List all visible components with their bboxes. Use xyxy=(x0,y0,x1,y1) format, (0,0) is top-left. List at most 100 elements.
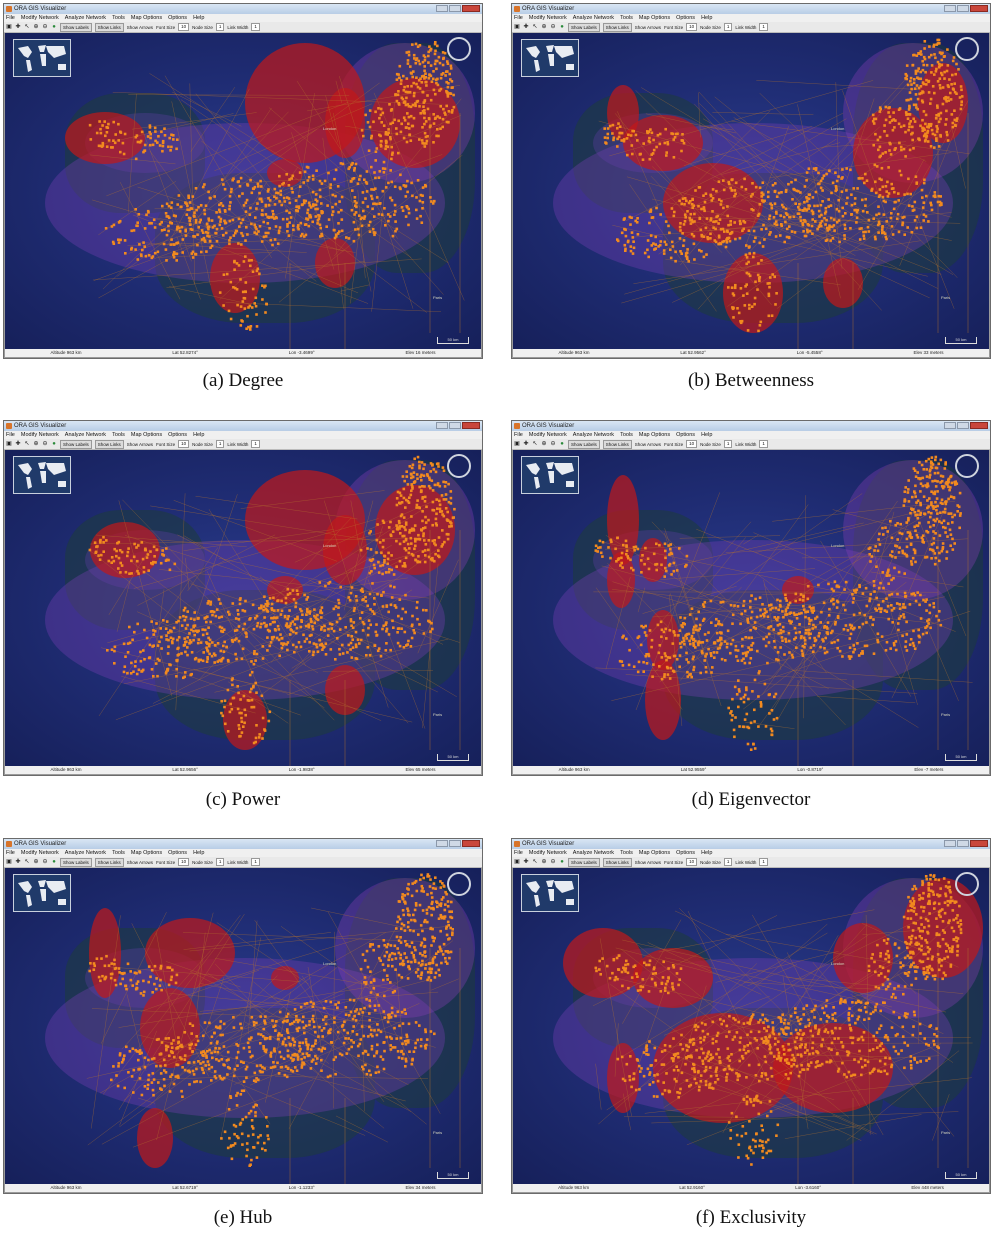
link-width-stepper[interactable]: 1 xyxy=(251,858,260,866)
menu-item[interactable]: Help xyxy=(193,432,205,438)
compass-icon[interactable] xyxy=(955,37,979,61)
menu-item[interactable]: Map Options xyxy=(130,15,163,21)
world-minimap[interactable] xyxy=(521,874,579,912)
node-size-stepper[interactable]: 1 xyxy=(723,440,733,448)
pan-icon[interactable]: ✚ xyxy=(523,859,529,865)
menu-item[interactable]: Tools xyxy=(620,850,633,856)
menu-item[interactable]: File xyxy=(514,15,523,21)
menu-item[interactable]: Tools xyxy=(620,432,633,438)
map-view[interactable]: London Paris 50 km xyxy=(5,33,481,350)
minimize-button[interactable] xyxy=(944,422,956,429)
menu-item[interactable]: Analyze Network xyxy=(572,850,615,856)
menu-item[interactable]: Modify Network xyxy=(528,15,567,21)
link-width-stepper[interactable]: 1 xyxy=(251,440,260,448)
menu-item[interactable]: Tools xyxy=(112,850,125,856)
select-icon[interactable]: ↖ xyxy=(24,24,30,30)
world-minimap[interactable] xyxy=(13,456,71,494)
show-arrows-toggle[interactable]: Show Arrows xyxy=(634,441,662,447)
menu-item[interactable]: Tools xyxy=(112,15,125,21)
menu-item[interactable]: Modify Network xyxy=(20,432,59,438)
compass-icon[interactable] xyxy=(955,454,979,478)
globe-icon[interactable]: ● xyxy=(52,24,56,30)
map-view[interactable]: London Paris 50 km xyxy=(513,450,989,767)
link-width-stepper[interactable]: 1 xyxy=(251,23,260,31)
zoom-in-icon[interactable]: ⊕ xyxy=(33,24,39,30)
select-icon[interactable]: ↖ xyxy=(532,441,538,447)
link-width-stepper[interactable]: 1 xyxy=(759,23,768,31)
globe-icon[interactable]: ● xyxy=(560,24,564,30)
world-minimap[interactable] xyxy=(521,456,579,494)
show-links-button[interactable]: Show Links xyxy=(94,439,124,449)
menu-item[interactable]: File xyxy=(514,850,523,856)
menu-item[interactable]: Modify Network xyxy=(20,850,59,856)
close-button[interactable] xyxy=(462,5,480,12)
show-arrows-toggle[interactable]: Show Arrows xyxy=(126,24,154,30)
menu-item[interactable]: Tools xyxy=(112,432,125,438)
map-view[interactable]: London Paris 50 km xyxy=(513,868,989,1185)
menu-item[interactable]: Modify Network xyxy=(528,432,567,438)
zoom-in-icon[interactable]: ⊕ xyxy=(33,859,39,865)
show-labels-button[interactable]: Show Labels xyxy=(60,857,92,867)
menu-item[interactable]: Analyze Network xyxy=(64,15,107,21)
zoom-out-icon[interactable]: ⊖ xyxy=(550,859,556,865)
menu-item[interactable]: Options xyxy=(168,432,188,438)
globe-icon[interactable]: ● xyxy=(52,441,56,447)
zoom-in-icon[interactable]: ⊕ xyxy=(541,441,547,447)
maximize-button[interactable] xyxy=(957,5,969,12)
menu-item[interactable]: Options xyxy=(676,432,696,438)
menu-item[interactable]: Options xyxy=(676,15,696,21)
select-icon[interactable]: ↖ xyxy=(24,441,30,447)
globe-icon[interactable]: ● xyxy=(560,859,564,865)
maximize-button[interactable] xyxy=(449,422,461,429)
copy-icon[interactable]: ▣ xyxy=(6,441,12,447)
close-button[interactable] xyxy=(462,840,480,847)
world-minimap[interactable] xyxy=(521,39,579,77)
maximize-button[interactable] xyxy=(449,5,461,12)
menu-item[interactable]: File xyxy=(6,850,15,856)
show-links-button[interactable]: Show Links xyxy=(602,439,632,449)
minimize-button[interactable] xyxy=(944,5,956,12)
menu-item[interactable]: File xyxy=(514,432,523,438)
font-size-stepper[interactable]: 10 xyxy=(178,23,190,31)
select-icon[interactable]: ↖ xyxy=(24,859,30,865)
minimize-button[interactable] xyxy=(436,422,448,429)
menu-item[interactable]: Help xyxy=(193,15,205,21)
menu-item[interactable]: Help xyxy=(701,850,713,856)
show-labels-button[interactable]: Show Labels xyxy=(60,22,92,32)
copy-icon[interactable]: ▣ xyxy=(6,24,12,30)
compass-icon[interactable] xyxy=(447,872,471,896)
zoom-in-icon[interactable]: ⊕ xyxy=(33,441,39,447)
zoom-in-icon[interactable]: ⊕ xyxy=(541,859,547,865)
menu-item[interactable]: Help xyxy=(701,15,713,21)
menu-item[interactable]: Tools xyxy=(620,15,633,21)
font-size-stepper[interactable]: 10 xyxy=(686,858,698,866)
show-arrows-toggle[interactable]: Show Arrows xyxy=(634,24,662,30)
menu-item[interactable]: Help xyxy=(701,432,713,438)
menu-item[interactable]: Map Options xyxy=(130,850,163,856)
font-size-stepper[interactable]: 10 xyxy=(686,440,698,448)
menu-item[interactable]: Modify Network xyxy=(528,850,567,856)
maximize-button[interactable] xyxy=(957,422,969,429)
menu-item[interactable]: Map Options xyxy=(638,15,671,21)
show-labels-button[interactable]: Show Labels xyxy=(60,439,92,449)
zoom-out-icon[interactable]: ⊖ xyxy=(550,24,556,30)
close-button[interactable] xyxy=(970,422,988,429)
menu-item[interactable]: Analyze Network xyxy=(572,15,615,21)
menu-item[interactable]: Options xyxy=(676,850,696,856)
menu-item[interactable]: Analyze Network xyxy=(64,850,107,856)
map-view[interactable]: London Paris 50 km xyxy=(5,450,481,767)
globe-icon[interactable]: ● xyxy=(560,441,564,447)
menu-item[interactable]: Analyze Network xyxy=(64,432,107,438)
menu-item[interactable]: Options xyxy=(168,850,188,856)
menu-item[interactable]: Analyze Network xyxy=(572,432,615,438)
pan-icon[interactable]: ✚ xyxy=(15,441,21,447)
copy-icon[interactable]: ▣ xyxy=(514,441,520,447)
close-button[interactable] xyxy=(970,5,988,12)
zoom-out-icon[interactable]: ⊖ xyxy=(42,441,48,447)
copy-icon[interactable]: ▣ xyxy=(514,24,520,30)
menu-item[interactable]: File xyxy=(6,432,15,438)
pan-icon[interactable]: ✚ xyxy=(523,24,529,30)
menu-item[interactable]: File xyxy=(6,15,15,21)
select-icon[interactable]: ↖ xyxy=(532,24,538,30)
node-size-stepper[interactable]: 1 xyxy=(215,858,225,866)
